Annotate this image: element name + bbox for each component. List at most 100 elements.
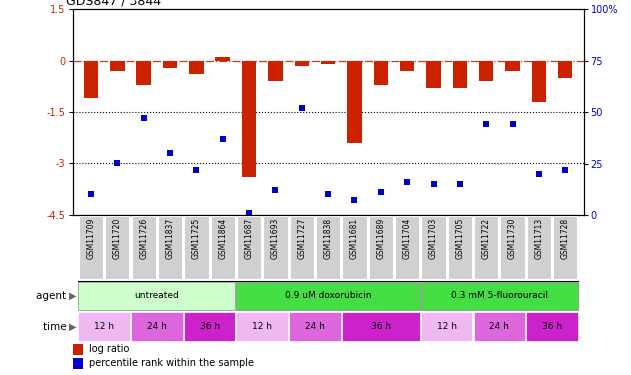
Point: [139, 115, 149, 121]
Text: GSM11728: GSM11728: [561, 217, 570, 259]
FancyBboxPatch shape: [263, 216, 288, 279]
Bar: [73, 344, 83, 355]
Text: log ratio: log ratio: [90, 344, 130, 354]
Text: 12 h: 12 h: [437, 322, 457, 331]
Bar: [400, 61, 415, 71]
Text: 36 h: 36 h: [542, 322, 562, 331]
Point: [86, 191, 96, 197]
Text: 24 h: 24 h: [147, 322, 167, 331]
FancyBboxPatch shape: [527, 216, 551, 279]
FancyBboxPatch shape: [289, 312, 341, 341]
Text: percentile rank within the sample: percentile rank within the sample: [90, 358, 254, 368]
Point: [402, 179, 412, 185]
Point: [297, 105, 307, 111]
Text: 24 h: 24 h: [490, 322, 509, 331]
Text: agent: agent: [36, 291, 69, 301]
FancyBboxPatch shape: [395, 216, 419, 279]
Text: GSM11687: GSM11687: [245, 217, 254, 259]
FancyBboxPatch shape: [237, 216, 261, 279]
Point: [191, 166, 201, 172]
Bar: [110, 61, 124, 71]
Text: ▶: ▶: [69, 291, 77, 301]
Point: [455, 181, 465, 187]
Text: time: time: [42, 322, 69, 332]
FancyBboxPatch shape: [421, 282, 578, 310]
FancyBboxPatch shape: [237, 282, 420, 310]
FancyBboxPatch shape: [78, 312, 130, 341]
Bar: [268, 61, 283, 81]
Point: [350, 198, 360, 204]
Point: [534, 171, 544, 177]
FancyBboxPatch shape: [184, 312, 235, 341]
FancyBboxPatch shape: [79, 216, 103, 279]
Point: [560, 166, 570, 172]
FancyBboxPatch shape: [526, 312, 578, 341]
FancyBboxPatch shape: [553, 216, 577, 279]
Point: [218, 136, 228, 142]
Text: GSM11727: GSM11727: [297, 217, 306, 259]
Text: 12 h: 12 h: [252, 322, 272, 331]
Text: 36 h: 36 h: [371, 322, 391, 331]
Text: GSM11681: GSM11681: [350, 217, 359, 259]
Text: GSM11720: GSM11720: [113, 217, 122, 259]
Text: GSM11693: GSM11693: [271, 217, 280, 259]
Text: GDS847 / 3844: GDS847 / 3844: [66, 0, 162, 8]
Text: 36 h: 36 h: [199, 322, 220, 331]
FancyBboxPatch shape: [343, 216, 367, 279]
Bar: [73, 358, 83, 369]
FancyBboxPatch shape: [158, 216, 182, 279]
FancyBboxPatch shape: [474, 216, 498, 279]
Bar: [295, 61, 309, 66]
FancyBboxPatch shape: [448, 216, 472, 279]
Bar: [452, 61, 467, 88]
Bar: [216, 57, 230, 61]
Text: GSM11704: GSM11704: [403, 217, 411, 259]
FancyBboxPatch shape: [500, 216, 524, 279]
Text: GSM11837: GSM11837: [165, 217, 175, 259]
Text: GSM11838: GSM11838: [324, 217, 333, 259]
Point: [323, 191, 333, 197]
Point: [112, 160, 122, 166]
Text: 0.9 uM doxorubicin: 0.9 uM doxorubicin: [285, 291, 372, 300]
Point: [376, 189, 386, 195]
Point: [270, 187, 280, 193]
Bar: [84, 61, 98, 98]
FancyBboxPatch shape: [237, 312, 288, 341]
Bar: [427, 61, 440, 88]
FancyBboxPatch shape: [211, 216, 235, 279]
Text: GSM11730: GSM11730: [508, 217, 517, 259]
Point: [165, 150, 175, 156]
Bar: [479, 61, 493, 81]
FancyBboxPatch shape: [290, 216, 314, 279]
Bar: [189, 61, 204, 75]
Text: 0.3 mM 5-fluorouracil: 0.3 mM 5-fluorouracil: [451, 291, 548, 300]
Bar: [505, 61, 520, 71]
Text: GSM11689: GSM11689: [376, 217, 386, 259]
Bar: [532, 61, 546, 102]
Bar: [242, 61, 256, 177]
Point: [507, 122, 517, 128]
Point: [244, 210, 254, 216]
Text: GSM11722: GSM11722: [481, 217, 491, 259]
FancyBboxPatch shape: [422, 216, 445, 279]
Text: GSM11864: GSM11864: [218, 217, 227, 259]
Bar: [374, 61, 388, 85]
Point: [481, 122, 492, 128]
Text: GSM11725: GSM11725: [192, 217, 201, 259]
FancyBboxPatch shape: [132, 216, 156, 279]
Bar: [321, 61, 335, 64]
FancyBboxPatch shape: [105, 216, 129, 279]
FancyBboxPatch shape: [316, 216, 340, 279]
Text: GSM11713: GSM11713: [534, 217, 543, 259]
Text: GSM11705: GSM11705: [456, 217, 464, 259]
FancyBboxPatch shape: [78, 282, 235, 310]
Bar: [347, 61, 362, 143]
FancyBboxPatch shape: [473, 312, 525, 341]
Text: 12 h: 12 h: [94, 322, 114, 331]
Bar: [558, 61, 572, 78]
Text: GSM11703: GSM11703: [429, 217, 438, 259]
FancyBboxPatch shape: [342, 312, 420, 341]
FancyBboxPatch shape: [421, 312, 473, 341]
FancyBboxPatch shape: [184, 216, 208, 279]
Text: untreated: untreated: [134, 291, 179, 300]
